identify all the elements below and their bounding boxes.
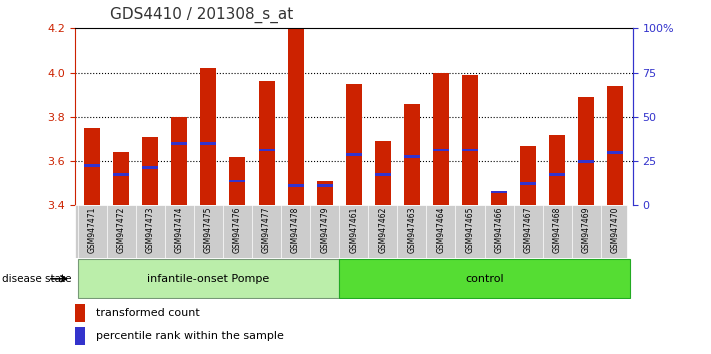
Text: GSM947469: GSM947469 [582,207,591,253]
Bar [259,81,274,205]
Bar [520,145,536,205]
Bar [491,192,507,205]
Text: GSM947479: GSM947479 [320,207,329,253]
Bar [259,149,274,152]
Bar [404,155,420,158]
Bar [462,149,478,152]
Text: GSM947470: GSM947470 [611,207,620,253]
Text: infantile-onset Pompe: infantile-onset Pompe [147,274,269,284]
Bar [171,142,187,145]
Text: disease state: disease state [1,274,71,284]
Bar [316,181,333,205]
Text: GSM947475: GSM947475 [204,207,213,253]
Text: GSM947468: GSM947468 [552,207,562,253]
Text: GSM947472: GSM947472 [117,207,126,253]
Bar [287,28,304,205]
Text: percentile rank within the sample: percentile rank within the sample [96,331,284,341]
Bar [142,166,159,169]
Text: GSM947466: GSM947466 [495,207,503,253]
Bar [549,173,565,176]
Text: GSM947478: GSM947478 [291,207,300,253]
Bar [433,149,449,152]
Bar [375,173,391,176]
Text: GSM947473: GSM947473 [146,207,155,253]
Bar [549,135,565,205]
Bar [578,97,594,205]
Bar [75,327,85,345]
Text: GSM947477: GSM947477 [262,207,271,253]
Bar [142,137,159,205]
Bar [113,152,129,205]
Bar [433,73,449,205]
Bar [339,259,630,298]
Bar [578,160,594,162]
Bar [346,153,362,156]
Text: GSM947461: GSM947461 [349,207,358,253]
Text: GSM947467: GSM947467 [523,207,533,253]
Bar [491,190,507,194]
Bar [84,128,100,205]
Bar [607,86,624,205]
Text: GSM947474: GSM947474 [175,207,184,253]
Bar [230,179,245,182]
Bar [316,184,333,187]
Bar [171,117,187,205]
Bar [201,142,216,145]
Bar [346,84,362,205]
Text: transformed count: transformed count [96,308,200,318]
Bar [375,141,391,205]
Bar [607,151,624,154]
Text: GSM947471: GSM947471 [87,207,97,253]
Bar [520,182,536,185]
Bar [404,104,420,205]
Text: GSM947465: GSM947465 [466,207,474,253]
Bar [287,184,304,187]
Bar [77,259,339,298]
Text: control: control [465,274,504,284]
Bar [462,75,478,205]
Bar [113,173,129,176]
Text: GSM947464: GSM947464 [437,207,445,253]
Bar [201,68,216,205]
Text: GSM947462: GSM947462 [378,207,387,253]
Text: GSM947476: GSM947476 [233,207,242,253]
Text: GSM947463: GSM947463 [407,207,417,253]
Bar [75,304,85,321]
Bar [84,164,100,167]
Text: GDS4410 / 201308_s_at: GDS4410 / 201308_s_at [110,7,294,23]
Bar [230,156,245,205]
